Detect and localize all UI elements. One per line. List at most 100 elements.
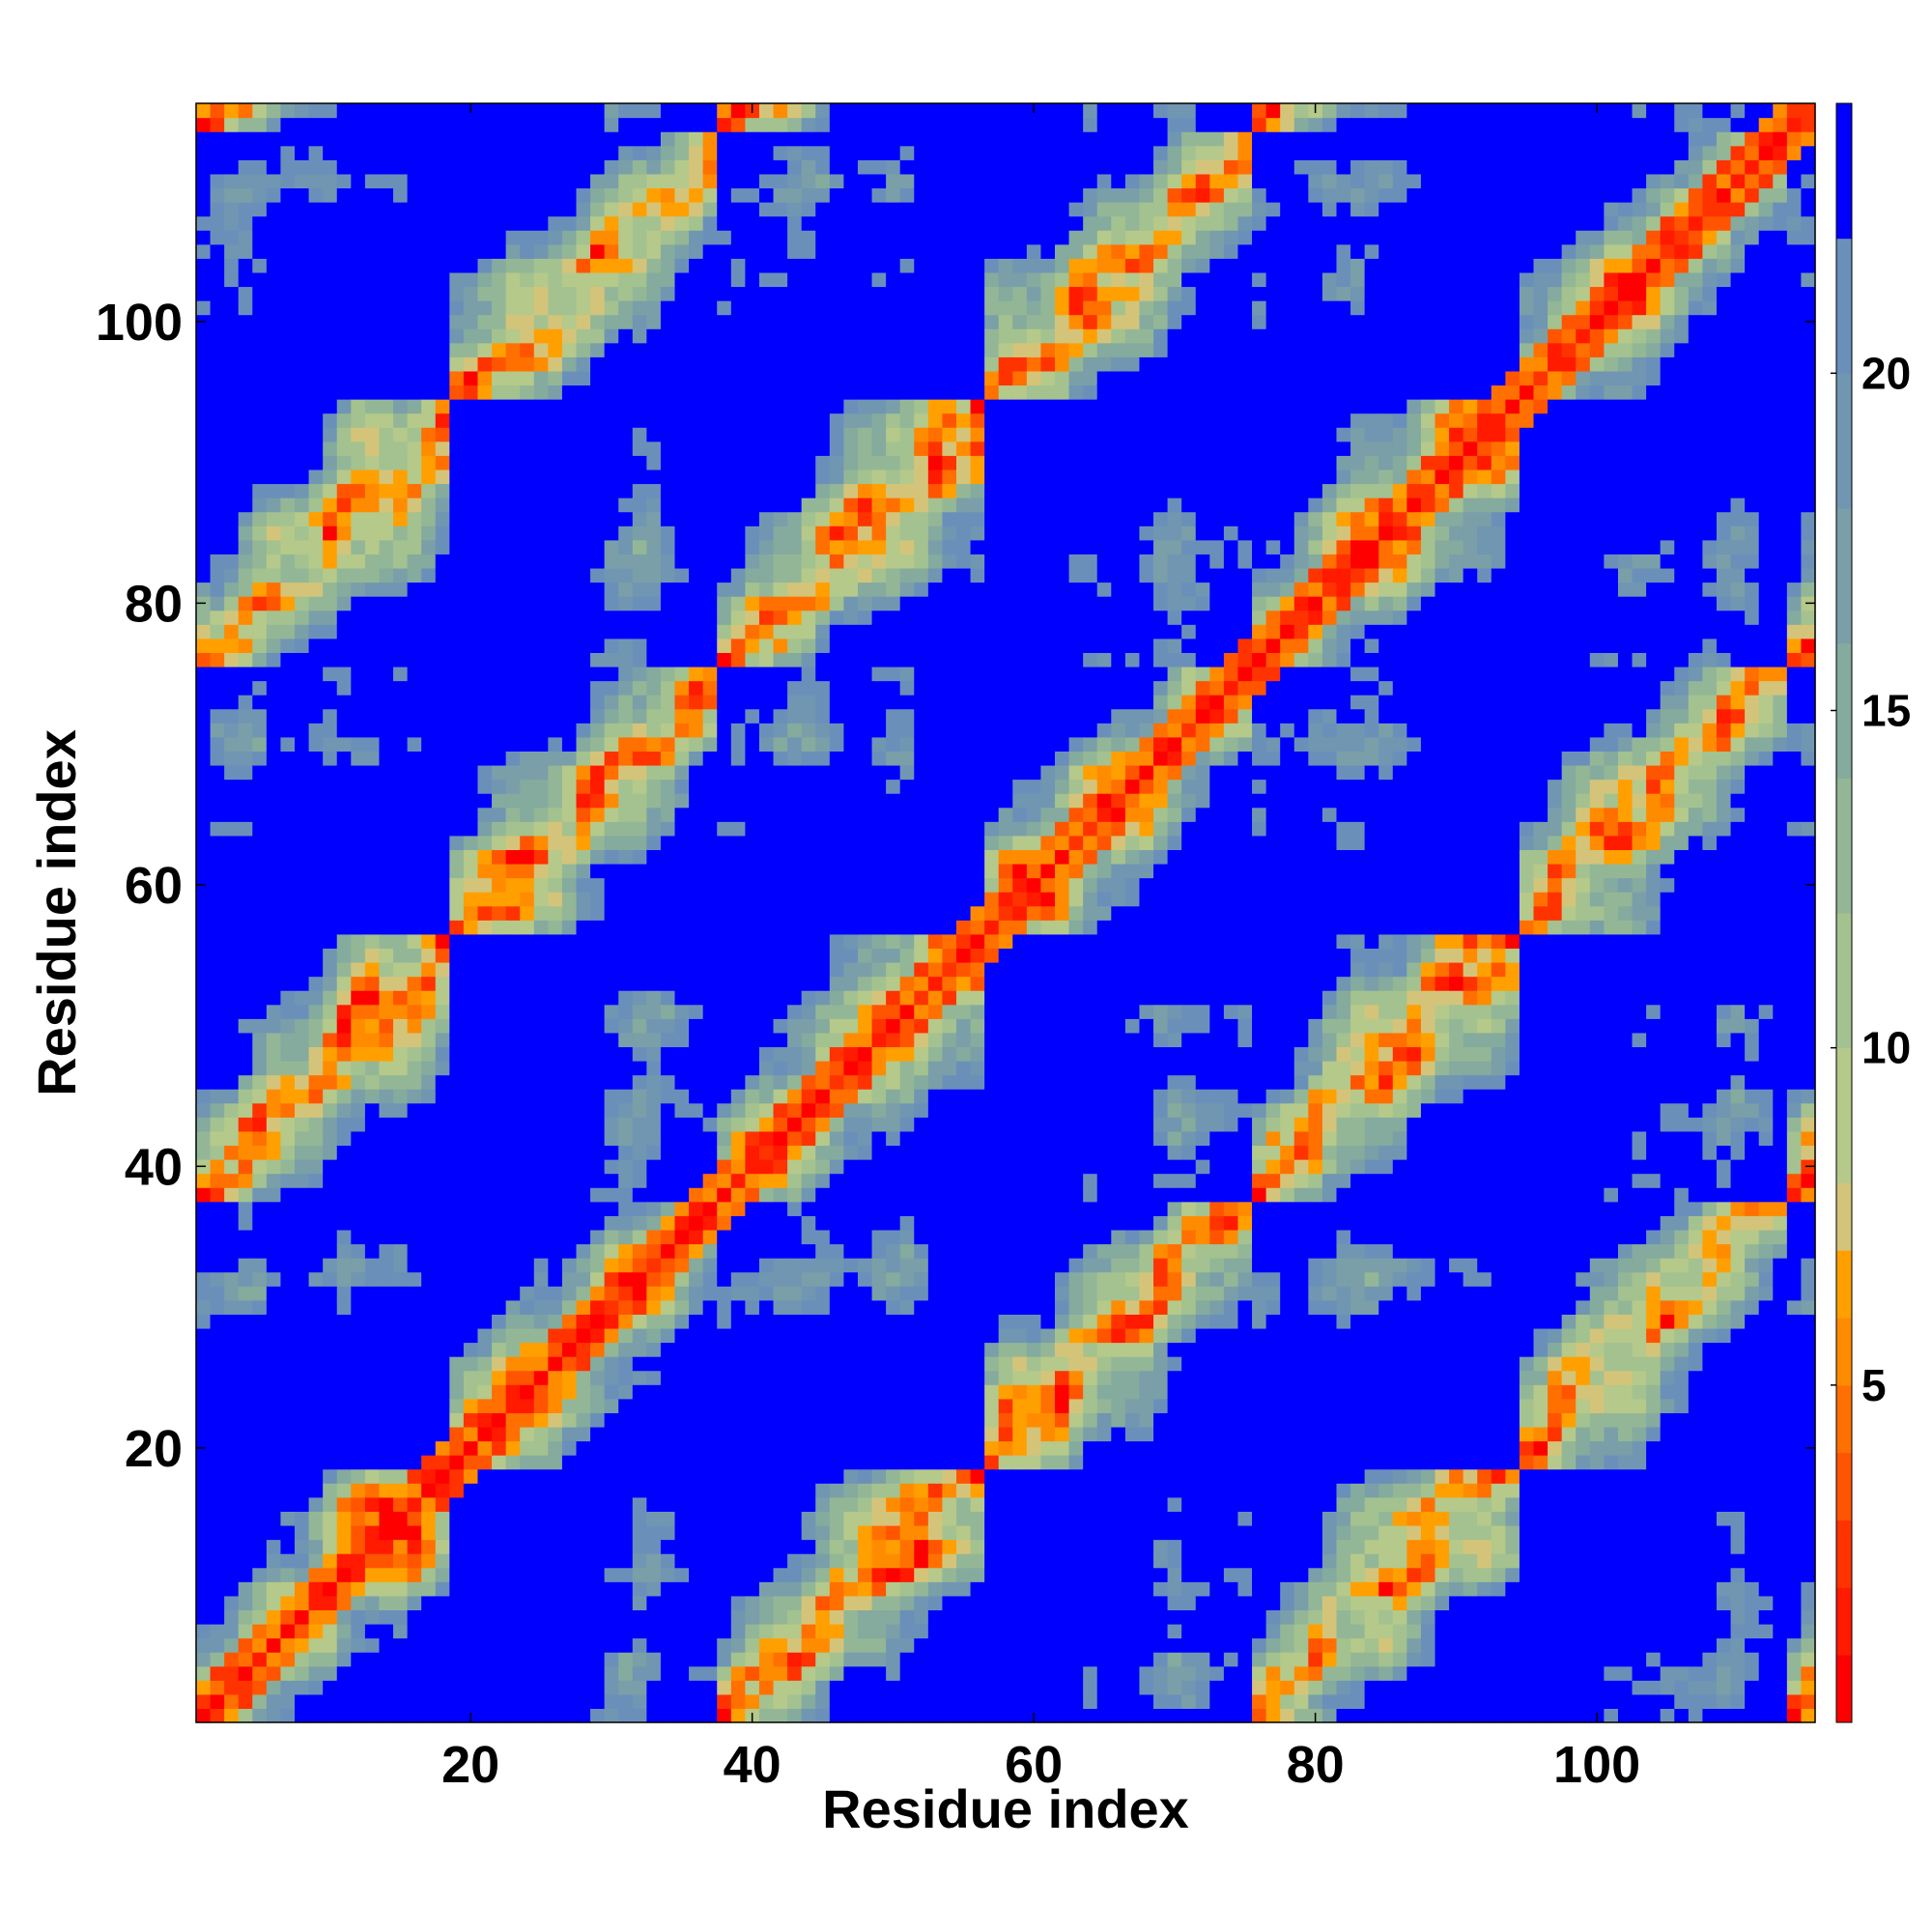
heatmap-cell <box>689 1342 704 1357</box>
heatmap-cell <box>252 187 268 203</box>
heatmap-cell <box>646 455 662 470</box>
heatmap-cell <box>210 384 225 400</box>
heatmap-cell <box>505 1708 521 1723</box>
heatmap-cell <box>266 286 282 301</box>
heatmap-cell <box>604 1018 619 1034</box>
heatmap-cell <box>576 469 591 485</box>
heatmap-cell <box>505 1018 521 1034</box>
heatmap-cell <box>689 976 704 991</box>
heatmap-cell <box>196 1384 212 1400</box>
heatmap-cell <box>280 440 296 456</box>
heatmap-cell <box>351 990 366 1006</box>
heatmap-cell <box>280 328 296 344</box>
heatmap-cell <box>674 1384 690 1400</box>
heatmap-cell <box>632 582 647 597</box>
heatmap-cell <box>548 1018 563 1034</box>
heatmap-cell <box>745 582 760 597</box>
heatmap-cell <box>604 1370 619 1385</box>
heatmap-cell <box>730 1145 746 1160</box>
heatmap-cell <box>632 863 647 879</box>
heatmap-cell <box>224 793 240 809</box>
heatmap-cell <box>505 1384 521 1400</box>
heatmap-cell <box>323 314 338 329</box>
heatmap-cell <box>477 1511 493 1526</box>
heatmap-cell <box>266 1468 282 1484</box>
heatmap-cell <box>576 793 591 809</box>
heatmap-cell <box>604 1455 619 1470</box>
heatmap-cell <box>660 117 676 132</box>
heatmap-cell <box>689 455 704 470</box>
heatmap-cell <box>632 835 647 851</box>
heatmap-cell <box>463 1187 479 1203</box>
heatmap-cell <box>604 1187 619 1203</box>
heatmap-cell <box>280 1243 296 1259</box>
heatmap-cell <box>351 807 366 822</box>
heatmap-cell <box>477 145 493 160</box>
heatmap-cell <box>295 1595 310 1610</box>
heatmap-cell <box>449 1356 465 1372</box>
heatmap-cell <box>336 1412 352 1428</box>
heatmap-cell <box>773 1004 788 1019</box>
heatmap-cell <box>379 1455 394 1470</box>
heatmap-cell <box>632 1609 647 1625</box>
heatmap-cell <box>561 905 578 921</box>
heatmap-cell <box>449 1187 465 1203</box>
heatmap-cell <box>787 1286 803 1301</box>
heatmap-cell <box>618 300 634 316</box>
heatmap-cell <box>308 1483 324 1498</box>
heatmap-cell <box>787 1524 803 1541</box>
heatmap-cell <box>604 793 619 809</box>
heatmap-cell <box>702 1102 718 1118</box>
heatmap-cell <box>323 1412 338 1428</box>
heatmap-cell <box>477 539 493 554</box>
heatmap-cell <box>266 1539 282 1554</box>
heatmap-cell <box>308 1314 324 1329</box>
heatmap-cell <box>702 1117 718 1132</box>
heatmap-cell <box>618 469 634 485</box>
heatmap-cell <box>773 300 788 316</box>
heatmap-cell <box>505 243 521 259</box>
heatmap-cell <box>745 370 760 386</box>
heatmap-cell <box>758 1693 775 1710</box>
heatmap-cell <box>393 1581 409 1597</box>
heatmap-cell <box>393 1258 409 1273</box>
heatmap-cell <box>773 835 788 851</box>
heatmap-cell <box>393 849 409 865</box>
heatmap-cell <box>435 638 450 653</box>
heatmap-cell <box>224 243 240 259</box>
heatmap-cell <box>351 948 366 963</box>
heatmap-cell <box>336 1018 352 1034</box>
heatmap-cell <box>773 483 788 498</box>
heatmap-cell <box>364 1483 381 1498</box>
heatmap-cell <box>351 1046 366 1062</box>
heatmap-cell <box>533 1004 549 1019</box>
heatmap-cell <box>196 821 212 837</box>
heatmap-cell <box>505 920 521 935</box>
heatmap-cell <box>407 342 422 357</box>
heatmap-cell <box>364 892 381 907</box>
heatmap-cell <box>702 567 718 583</box>
heatmap-cell <box>477 399 493 414</box>
heatmap-cell <box>266 300 282 316</box>
heatmap-cell <box>674 469 690 485</box>
heatmap-cell <box>196 1539 212 1554</box>
heatmap-cell <box>689 751 704 766</box>
heatmap-cell <box>492 384 507 400</box>
heatmap-cell <box>421 159 437 175</box>
heatmap-cell <box>477 962 493 978</box>
heatmap-cell <box>252 1314 268 1329</box>
heatmap-cell <box>266 539 282 554</box>
heatmap-cell <box>674 863 690 879</box>
heatmap-cell <box>379 1708 394 1723</box>
heatmap-cell <box>210 793 225 809</box>
heatmap-cell <box>463 1553 479 1569</box>
heatmap-cell <box>295 624 310 639</box>
heatmap-cell <box>407 243 422 259</box>
heatmap-cell <box>758 483 775 498</box>
heatmap-cell <box>689 1074 704 1090</box>
heatmap-cell <box>364 821 381 837</box>
heatmap-cell <box>393 1652 409 1667</box>
heatmap-cell <box>646 159 662 175</box>
heatmap-cell <box>745 821 760 837</box>
heatmap-cell <box>210 1258 225 1273</box>
